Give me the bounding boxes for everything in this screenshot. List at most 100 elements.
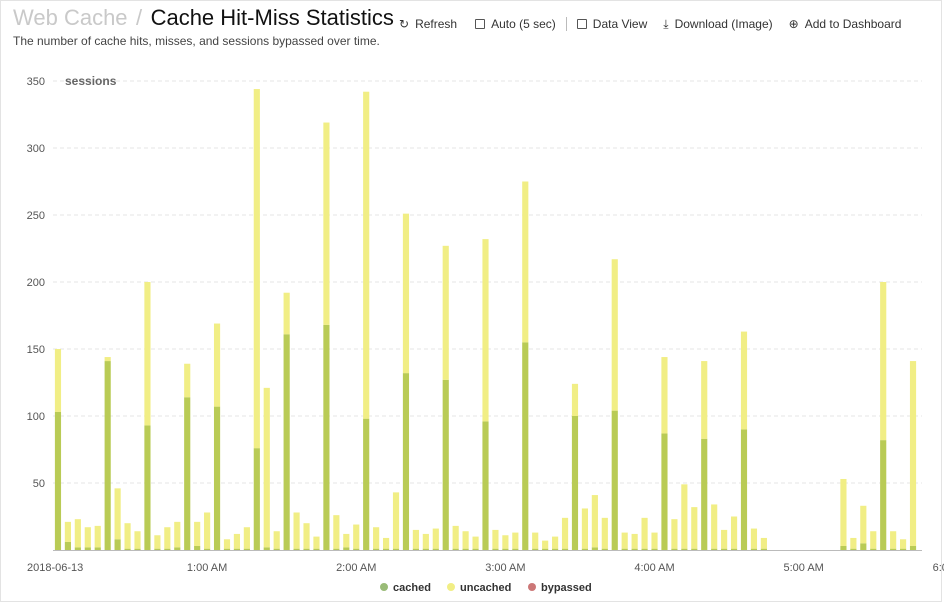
bar-uncached xyxy=(651,532,658,549)
bar-cached xyxy=(303,548,310,550)
bar-cached xyxy=(253,448,260,550)
bar-uncached xyxy=(353,524,360,549)
x-tick-label: 5:00 AM xyxy=(783,562,823,574)
bar-uncached xyxy=(681,484,688,549)
bar-uncached xyxy=(522,181,529,343)
bar-cached xyxy=(641,548,648,550)
bar-uncached xyxy=(144,282,151,426)
bar-uncached xyxy=(363,91,370,419)
bar-uncached xyxy=(591,495,598,548)
breadcrumb-parent[interactable]: Web Cache xyxy=(13,5,128,30)
refresh-button[interactable]: ↻ Refresh xyxy=(399,17,457,31)
bar-uncached xyxy=(601,517,608,549)
bar-uncached xyxy=(890,531,897,549)
bar-cached xyxy=(740,429,748,550)
bar-uncached xyxy=(164,527,171,549)
bar-uncached xyxy=(283,292,290,335)
bar-uncached xyxy=(561,517,569,549)
bar-uncached xyxy=(124,523,131,549)
bar-cached xyxy=(164,548,171,550)
bar-uncached xyxy=(293,512,300,549)
bar-uncached xyxy=(740,331,748,430)
bar-uncached xyxy=(750,528,758,549)
bar-uncached xyxy=(571,383,579,416)
bar-cached xyxy=(631,548,638,550)
bar-uncached xyxy=(263,387,270,548)
bar-uncached xyxy=(721,529,728,549)
bar-cached xyxy=(343,547,350,550)
bar-uncached xyxy=(760,537,767,549)
bar-uncached xyxy=(542,540,549,549)
bar-cached xyxy=(64,541,71,550)
bar-uncached xyxy=(502,535,509,549)
bar-cached xyxy=(691,548,698,550)
bar-uncached xyxy=(532,532,539,549)
legend-label-uncached: uncached xyxy=(460,582,511,594)
bar-cached xyxy=(671,548,678,550)
legend-label-cached: cached xyxy=(393,582,431,594)
bar-uncached xyxy=(671,519,678,549)
bar-uncached xyxy=(223,539,231,549)
bar-cached xyxy=(283,334,290,550)
bar-cached xyxy=(860,543,867,550)
download-image-button[interactable]: ⤓ Download (Image) xyxy=(663,17,772,31)
bar-uncached xyxy=(253,89,260,449)
bar-cached xyxy=(213,406,221,550)
bar-cached xyxy=(552,548,559,550)
bar-cached xyxy=(711,548,718,550)
bar-cached xyxy=(134,548,141,550)
refresh-label: Refresh xyxy=(415,17,458,31)
bar-cached xyxy=(542,548,549,550)
x-tick-label: 4:00 AM xyxy=(634,562,674,574)
bar-uncached xyxy=(64,521,71,542)
bar-cached xyxy=(621,548,628,550)
bar-uncached xyxy=(422,533,429,549)
y-tick-label: 150 xyxy=(27,344,45,356)
bar-uncached xyxy=(204,512,211,549)
bar-cached xyxy=(54,411,62,550)
y-tick-label: 200 xyxy=(27,277,45,289)
bar-uncached xyxy=(243,527,250,549)
y-tick-label: 350 xyxy=(27,76,45,88)
bar-uncached xyxy=(442,245,449,380)
bar-cached xyxy=(472,548,479,550)
bar-cached xyxy=(611,410,618,550)
bar-cached xyxy=(382,548,390,550)
bar-uncached xyxy=(840,478,847,546)
bar-cached xyxy=(223,548,231,550)
bar-cached xyxy=(263,547,270,550)
data-view-toggle[interactable]: Data View xyxy=(576,17,647,31)
bar-cached xyxy=(333,548,340,550)
y-tick-label: 100 xyxy=(27,411,45,423)
bar-uncached xyxy=(184,363,191,398)
y-tick-label: 50 xyxy=(33,478,45,490)
bar-uncached xyxy=(850,537,857,549)
bar-cached xyxy=(273,548,280,550)
bar-uncached xyxy=(343,533,350,548)
auto-refresh-toggle[interactable]: Auto (5 sec) xyxy=(475,17,556,31)
add-to-dashboard-button[interactable]: ⊕ Add to Dashboard xyxy=(789,17,902,31)
bar-uncached xyxy=(402,213,410,374)
bar-cached xyxy=(532,548,539,550)
bar-cached xyxy=(363,418,370,550)
refresh-icon: ↻ xyxy=(399,16,410,31)
chart-legend: cached uncached bypassed xyxy=(380,582,592,594)
bar-uncached xyxy=(631,533,638,549)
bar-cached xyxy=(233,548,241,550)
bar-uncached xyxy=(54,349,62,412)
download-icon: ⤓ xyxy=(663,16,669,31)
bar-uncached xyxy=(432,528,439,549)
axes: 50 100 150 200 250 300 350 2018-06-13 1:00 AM 2:0… xyxy=(27,76,944,574)
bar-uncached xyxy=(611,259,618,411)
breadcrumb-separator: / xyxy=(136,5,143,30)
bar-cached xyxy=(581,548,588,550)
data-view-checkbox[interactable] xyxy=(576,19,587,29)
bar-cached xyxy=(870,548,877,550)
bar-cached xyxy=(651,548,658,550)
bar-uncached xyxy=(621,532,628,549)
auto-checkbox[interactable] xyxy=(475,19,486,29)
bar-cached xyxy=(909,545,917,550)
bar-cached xyxy=(194,545,201,550)
bar-cached xyxy=(174,547,181,550)
